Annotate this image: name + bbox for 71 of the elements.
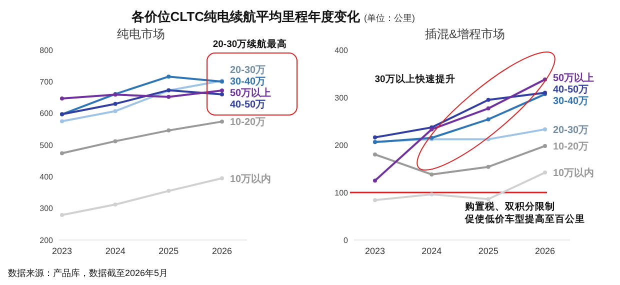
point <box>373 178 377 183</box>
series-label: 10-20万 <box>553 141 589 152</box>
source-note: 数据来源：产品库，数据截至2026年5月 <box>8 268 168 278</box>
point <box>60 212 64 217</box>
series-label: 10-20万 <box>230 117 266 128</box>
y-tick-label: 600 <box>40 109 54 118</box>
point <box>486 164 490 169</box>
point <box>60 151 64 156</box>
series-label: 10万以内 <box>230 172 272 185</box>
text: 20-30万续航最高 <box>212 38 288 50</box>
text: 各价位CLTC纯电续航平均里程年度变化 <box>130 9 361 24</box>
point <box>373 198 377 202</box>
point <box>373 135 377 140</box>
x-tick-label: 2025 <box>158 246 179 256</box>
series-label: 20-30万 <box>230 65 266 76</box>
x-tick-label: 2026 <box>212 246 232 256</box>
point <box>486 197 490 202</box>
point <box>430 192 434 196</box>
point <box>113 139 118 144</box>
point <box>543 127 547 132</box>
y-tick-label: 300 <box>334 93 349 102</box>
y-tick-label: 800 <box>40 46 54 55</box>
point <box>486 117 490 122</box>
x-tick-label: 2023 <box>52 246 72 256</box>
y-tick-label: 400 <box>334 46 349 55</box>
point <box>166 74 171 79</box>
x-tick-label: 2023 <box>364 246 386 256</box>
series-label: 50万以上 <box>553 72 594 84</box>
point <box>60 96 64 100</box>
point <box>220 176 224 180</box>
point <box>166 188 171 193</box>
series-label: 30-40万 <box>230 76 266 88</box>
chart-title: 纯电市场 <box>117 27 165 41</box>
series-label: 10万以内 <box>553 167 594 180</box>
series-label: 50万以上 <box>230 87 272 100</box>
x-tick-label: 2024 <box>422 246 442 256</box>
x-tick-label: 2025 <box>478 246 498 256</box>
y-tick-label: 300 <box>40 204 54 214</box>
y-tick-label: 500 <box>40 140 54 150</box>
y-tick-label: 100 <box>334 188 349 198</box>
point <box>113 109 118 114</box>
annotation: 30万以上快速提升 <box>374 73 456 85</box>
point <box>220 92 224 96</box>
point <box>543 144 547 148</box>
x-tick-label: 2026 <box>534 246 556 256</box>
point <box>60 119 64 124</box>
x-tick-label: 2024 <box>105 246 126 256</box>
point <box>486 98 490 102</box>
point <box>543 170 547 175</box>
point <box>113 102 118 106</box>
annotation: 促使低价车型提高至百公里 <box>464 213 585 225</box>
point <box>430 172 434 176</box>
series-label: 40-50万 <box>230 100 266 111</box>
point <box>113 202 118 207</box>
y-tick-label: 400 <box>40 172 54 182</box>
y-tick-label: 200 <box>334 140 349 150</box>
y-tick-label: 700 <box>40 77 54 86</box>
point <box>373 152 377 156</box>
text: (单位：公里) <box>364 13 415 23</box>
point <box>486 106 490 110</box>
series-label: 40-50万 <box>553 84 589 96</box>
y-tick-label: 0 <box>344 236 349 245</box>
y-tick-label: 200 <box>40 236 54 245</box>
point <box>166 94 171 99</box>
point <box>220 120 224 124</box>
ref-line-label: 购置税、双积分限制 <box>464 200 555 212</box>
chart-title: 插混&增程市场 <box>424 27 506 41</box>
series-label: 20-30万 <box>553 124 589 136</box>
point <box>220 88 224 93</box>
series-label: 30-40万 <box>553 96 589 107</box>
point <box>166 128 171 132</box>
